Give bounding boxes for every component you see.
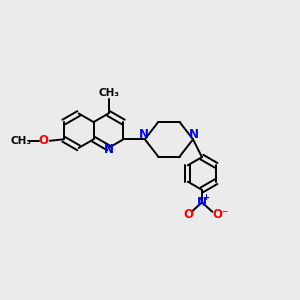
Text: CH₃: CH₃: [11, 136, 32, 146]
Text: N: N: [139, 128, 149, 141]
Text: O: O: [184, 208, 194, 221]
Text: O: O: [39, 134, 49, 147]
Text: N: N: [189, 128, 199, 141]
Text: N: N: [197, 196, 207, 209]
Text: N: N: [103, 143, 113, 156]
Text: +: +: [202, 193, 210, 202]
Text: CH₃: CH₃: [98, 88, 119, 98]
Text: O⁻: O⁻: [212, 208, 229, 221]
